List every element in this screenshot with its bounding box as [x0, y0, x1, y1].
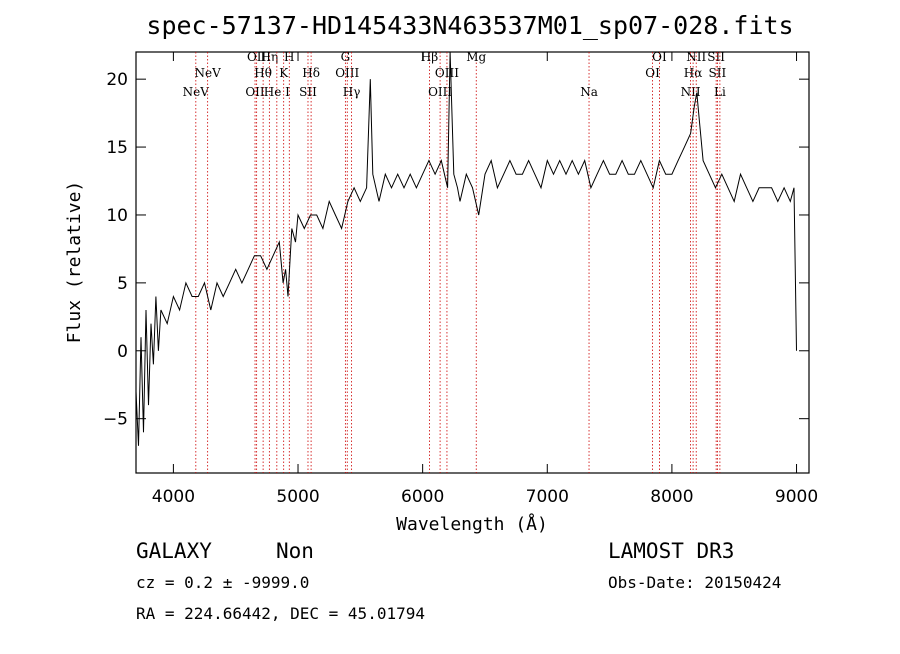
- y-tick-label: 0: [117, 342, 128, 362]
- line-label: OII: [245, 85, 265, 99]
- line-label: OIII: [335, 66, 359, 80]
- line-label: Mg: [466, 50, 486, 64]
- line-label: Na: [580, 85, 598, 99]
- spectrum-line: [135, 51, 797, 446]
- redshift-cz: cz = 0.2 ± -9999.0: [136, 573, 309, 592]
- line-label: K: [279, 66, 289, 80]
- line-label: OI: [652, 50, 667, 64]
- x-axis-label: Wavelength (Å): [396, 513, 548, 535]
- line-label: Hδ: [302, 66, 320, 80]
- x-tick-label: 7000: [526, 487, 569, 507]
- line-label: Hβ: [421, 50, 438, 64]
- line-label: OI: [645, 66, 660, 80]
- line-label: OII: [247, 50, 267, 64]
- x-tick-label: 5000: [276, 487, 319, 507]
- chart-title: spec-57137-HD145433N463537M01_sp07-028.f…: [146, 11, 793, 40]
- y-tick-label: −5: [103, 410, 128, 430]
- line-label: Hα: [684, 66, 703, 80]
- plot-frame: [135, 51, 810, 474]
- x-tick-label: 8000: [650, 487, 693, 507]
- line-label: OIII: [435, 66, 459, 80]
- line-label: Hθ: [254, 66, 272, 80]
- line-label: Li: [714, 85, 726, 99]
- x-axis-ticks: 4000 5000 6000 7000 8000 9000: [152, 52, 818, 507]
- line-label: He I: [264, 85, 290, 99]
- survey-name: LAMOST DR3: [608, 539, 734, 563]
- line-label: SII: [709, 66, 727, 80]
- ra-dec-coordinates: RA = 224.66442, DEC = 45.01794: [136, 604, 425, 623]
- y-tick-label: 5: [117, 274, 128, 294]
- y-axis-ticks: −5 0 5 10 15 20: [103, 70, 809, 430]
- y-tick-label: 20: [106, 70, 128, 90]
- line-label: NeV: [195, 66, 222, 80]
- line-label: G: [341, 50, 351, 64]
- line-label: NII: [686, 50, 706, 64]
- object-subclass: Non: [276, 539, 314, 563]
- x-tick-label: 6000: [401, 487, 444, 507]
- line-label: Hγ: [343, 85, 361, 99]
- y-tick-label: 15: [106, 138, 128, 158]
- y-tick-label: 10: [106, 206, 128, 226]
- x-tick-label: 9000: [775, 487, 818, 507]
- line-label: SII: [707, 50, 725, 64]
- line-label: NII: [681, 85, 701, 99]
- line-label: SII: [299, 85, 317, 99]
- line-label: NeV: [183, 85, 210, 99]
- x-tick-label: 4000: [152, 487, 195, 507]
- line-label: OIII: [428, 85, 452, 99]
- line-label: Hη: [261, 50, 279, 64]
- emission-line-markers: NeV NeV OII OII Hθ Hη He I KH SII Hδ G OIII Hγ Hβ OIII…: [183, 50, 727, 473]
- object-class: GALAXY: [136, 539, 212, 563]
- observation-date: Obs-Date: 20150424: [608, 573, 781, 592]
- y-axis-label: Flux (relative): [64, 181, 85, 344]
- line-label: H: [284, 50, 294, 64]
